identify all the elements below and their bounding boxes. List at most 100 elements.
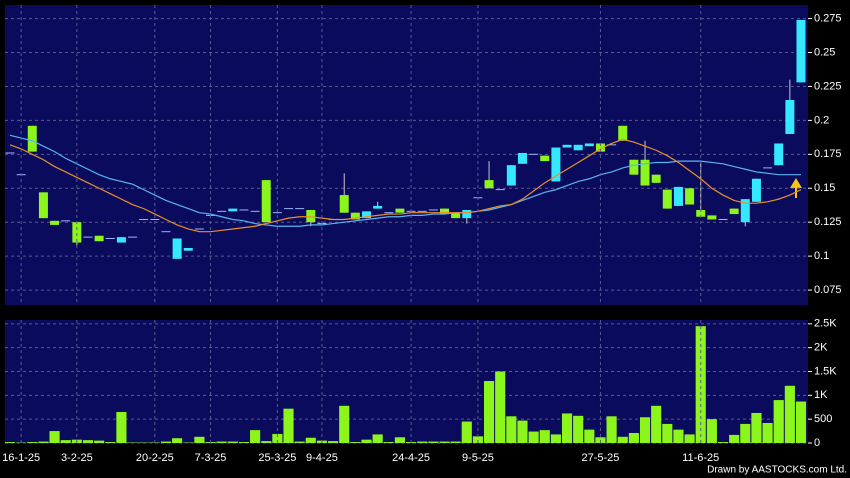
volume-bar: [372, 434, 383, 443]
volume-bar: [729, 434, 740, 443]
candle-body: [673, 186, 683, 206]
y-tick-label: 0.1: [814, 250, 829, 262]
volume-bar: [361, 439, 372, 443]
candle-body: [506, 165, 516, 186]
candle-body: [685, 188, 695, 205]
volume-bar: [417, 441, 428, 443]
volume-bar: [506, 416, 517, 443]
candle-body: [38, 192, 48, 219]
volume-bar: [450, 441, 461, 443]
x-tick-label: 3-2-25: [61, 452, 93, 464]
volume-bar: [461, 421, 472, 443]
candle-body: [116, 237, 126, 243]
y-tick-label: 0.275: [814, 12, 842, 24]
volume-bar: [706, 419, 717, 443]
y-tick-label: 0: [814, 437, 820, 449]
candle-body: [751, 178, 761, 202]
volume-bar: [550, 434, 561, 443]
volume-bar: [82, 440, 94, 443]
candle-body: [350, 212, 360, 220]
candle-body: [72, 222, 82, 243]
volume-bar: [105, 442, 116, 443]
candle-body: [640, 159, 650, 186]
volume-bar: [328, 441, 339, 443]
volume-bar: [261, 441, 272, 443]
volume-bar: [662, 423, 673, 443]
y-tick-label: 0.075: [814, 284, 842, 296]
candle-body: [551, 147, 561, 182]
volume-bar: [617, 436, 628, 443]
candle-body: [729, 208, 739, 215]
candle-body: [306, 209, 316, 223]
x-tick-label: 27-5-25: [582, 452, 620, 464]
moving-average-line: [9, 138, 802, 233]
candle-body: [27, 125, 37, 152]
candle-body: [484, 180, 494, 189]
candle-body: [662, 189, 672, 209]
x-tick-label: 11-6-25: [682, 452, 719, 464]
candle-body: [796, 19, 806, 83]
volume-bar: [350, 442, 361, 443]
candle-body: [50, 220, 60, 225]
candle-body: [696, 209, 706, 217]
volume-bar: [695, 326, 706, 443]
y-tick-label: 0.15: [814, 182, 835, 194]
y-tick-label: 1.5K: [814, 365, 837, 377]
volume-bar: [472, 436, 483, 443]
volume-bar: [584, 429, 595, 443]
volume-bar: [606, 416, 617, 443]
candle-body: [462, 209, 472, 219]
y-tick-label: 0.2: [814, 114, 829, 126]
volume-bar: [160, 441, 172, 443]
volume-bar: [517, 420, 528, 443]
price-panel: [5, 5, 808, 305]
candle-body: [540, 155, 550, 162]
candle-body: [373, 205, 383, 209]
volume-bar: [172, 438, 183, 443]
y-tick-label: 0.125: [814, 216, 842, 228]
volume-bar: [717, 442, 729, 443]
candle-body: [172, 238, 182, 259]
volume-bar: [651, 405, 662, 443]
volume-bar: [4, 442, 16, 443]
volume-bar: [294, 441, 305, 443]
candle-body: [362, 211, 372, 219]
candle-body: [651, 174, 661, 183]
candle-body: [439, 208, 449, 215]
volume-bar: [483, 381, 495, 443]
y-tick-label: 2.5K: [814, 318, 837, 330]
volume-bar: [194, 436, 205, 443]
volume-bar: [394, 437, 405, 443]
volume-bar: [684, 434, 695, 443]
y-tick-label: 1K: [814, 389, 828, 401]
volume-panel: [5, 320, 808, 443]
volume-bar: [528, 431, 539, 443]
volume-bar: [573, 415, 584, 443]
candle-body: [261, 180, 271, 223]
candle-body: [584, 143, 594, 147]
volume-bar: [751, 412, 762, 443]
candle-body: [94, 235, 104, 242]
volume-bar: [49, 431, 60, 443]
volume-bar: [305, 437, 316, 443]
x-tick-label: 20-2-25: [136, 452, 174, 464]
y-tick-label: 2K: [814, 342, 828, 354]
volume-bar: [784, 385, 795, 443]
volume-bar: [428, 441, 439, 443]
volume-bar: [673, 429, 684, 443]
candle-body: [629, 159, 639, 175]
x-tick-label: 24-4-25: [392, 452, 430, 464]
volume-bar: [762, 422, 773, 443]
volume-bar: [628, 432, 639, 443]
volume-bar: [639, 417, 651, 443]
candle-body: [395, 208, 405, 213]
volume-bar: [94, 440, 105, 443]
candle-body: [517, 152, 527, 164]
volume-bar: [60, 440, 71, 443]
x-tick-label: 7-3-25: [195, 452, 227, 464]
x-tick-label: 9-5-25: [462, 452, 494, 464]
volume-bar: [38, 441, 49, 443]
volume-bar: [238, 442, 250, 443]
volume-bar: [250, 430, 261, 443]
